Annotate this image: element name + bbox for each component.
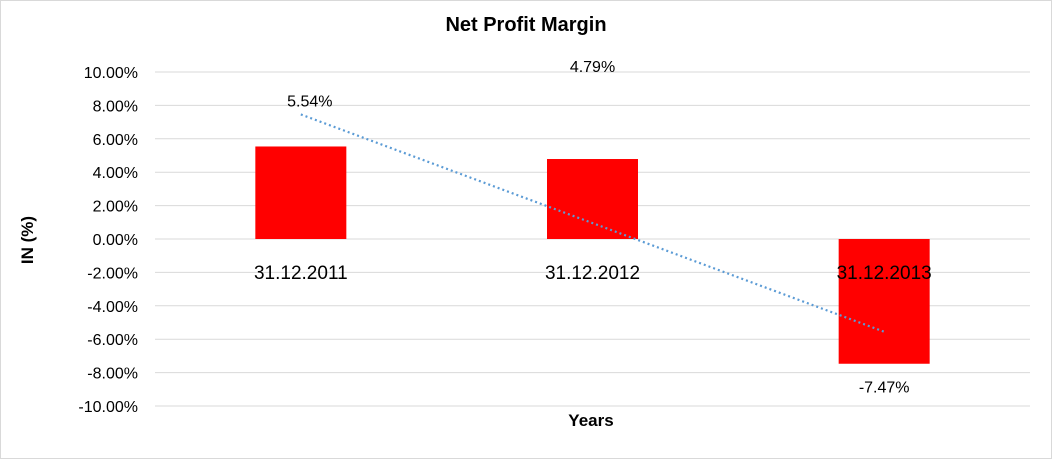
- bar: [547, 159, 638, 239]
- y-tick-label: 2.00%: [93, 199, 138, 216]
- bars: [255, 146, 930, 364]
- trendline: [300, 113, 885, 333]
- category-labels: 31.12.2011 31.12.2012 31.12.2013: [254, 263, 932, 284]
- data-label: -7.47%: [859, 380, 910, 397]
- y-tick-label: -10.00%: [78, 399, 138, 416]
- bar: [255, 146, 347, 239]
- trendline-path: [300, 113, 885, 333]
- data-labels: 5.54% 4.79% -7.47%: [287, 59, 909, 397]
- y-tick-label: 4.00%: [93, 165, 138, 182]
- category-label: 31.12.2011: [254, 263, 348, 284]
- y-tick-label: 0.00%: [93, 232, 138, 249]
- category-label: 31.12.2012: [545, 263, 640, 284]
- y-tick-label: -2.00%: [87, 265, 138, 282]
- y-tick-label: -6.00%: [87, 332, 138, 349]
- data-label: 5.54%: [287, 93, 332, 110]
- y-tick-label: -8.00%: [87, 366, 138, 383]
- data-label: 4.79%: [570, 59, 615, 76]
- chart-title: Net Profit Margin: [445, 14, 607, 36]
- y-tick-label: 8.00%: [93, 98, 138, 115]
- y-tick-label: -4.00%: [87, 299, 138, 316]
- y-tick-label: 6.00%: [93, 132, 138, 149]
- bar: [838, 239, 930, 364]
- category-label: 31.12.2013: [837, 263, 932, 284]
- y-tick-label: 10.00%: [84, 65, 138, 82]
- y-tick-labels: 10.00% 8.00% 6.00% 4.00% 2.00% 0.00% -2.00% -4.…: [78, 65, 138, 416]
- x-axis-label: Years: [568, 411, 614, 430]
